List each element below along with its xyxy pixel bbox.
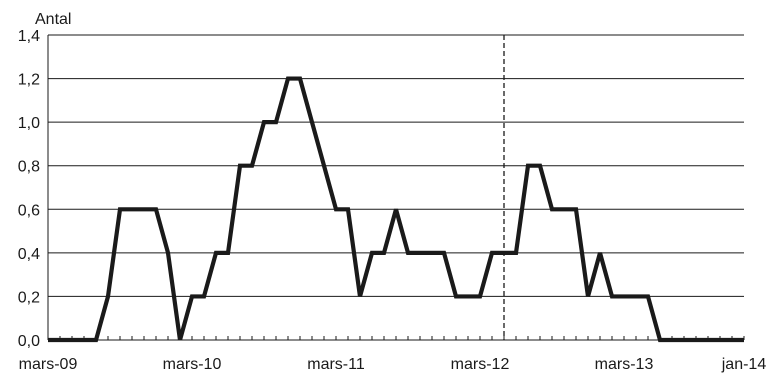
x-tick-label: mars-12 (451, 356, 510, 373)
y-tick-label: 0,4 (18, 246, 40, 263)
y-tick-label: 0,6 (18, 202, 40, 219)
x-tick-label: mars-09 (19, 356, 78, 373)
y-axis-ticks: 0,0 0,2 0,4 0,6 0,8 1,0 1,2 1,4 (18, 28, 40, 350)
y-tick-label: 1,2 (18, 72, 40, 89)
x-tick-label: jan-14 (721, 356, 767, 373)
y-tick-label: 0,8 (18, 159, 40, 176)
series-group (47, 76, 745, 343)
y-tick-label: 0,0 (18, 333, 40, 350)
y-axis-title: Antal (35, 11, 71, 28)
x-tick-label: mars-10 (163, 356, 222, 373)
y-tick-label: 1,4 (18, 28, 40, 45)
x-tick-label: mars-13 (595, 356, 654, 373)
y-tick-label: 1,0 (18, 115, 40, 132)
gridlines (48, 34, 744, 297)
y-tick-label: 0,2 (18, 289, 40, 306)
x-axis: mars-09 mars-10 mars-11 mars-12 mars-13 jan-1… (19, 35, 767, 373)
x-tick-label: mars-11 (307, 356, 365, 373)
